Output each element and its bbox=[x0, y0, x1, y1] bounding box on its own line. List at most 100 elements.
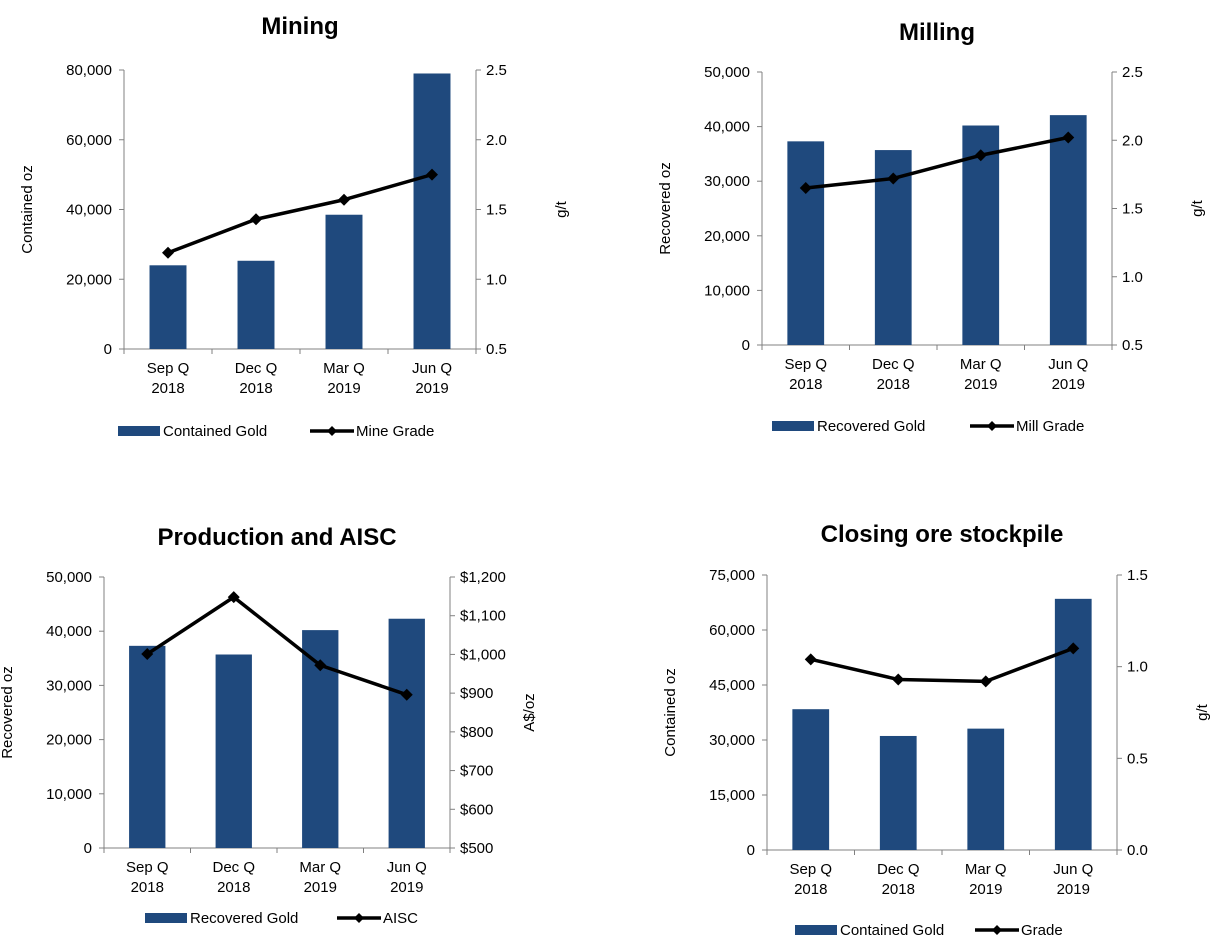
data-point bbox=[799, 182, 812, 195]
legend-label: Contained Gold bbox=[163, 423, 267, 440]
right-tick-label: $1,200 bbox=[460, 569, 506, 586]
bar bbox=[388, 618, 425, 848]
chart-title: Mining bbox=[261, 13, 338, 40]
mill-grade-line bbox=[799, 131, 1075, 195]
legend-swatch-bar bbox=[795, 925, 837, 935]
x-tick-label: Sep Q 2018 bbox=[147, 360, 190, 397]
right-tick-label: 0.0 bbox=[1127, 842, 1148, 859]
left-tick-label: 0 bbox=[84, 840, 92, 857]
bar bbox=[962, 125, 1000, 346]
bar bbox=[792, 709, 830, 850]
legend-label: Grade bbox=[1021, 922, 1063, 939]
legend-swatch-bar bbox=[145, 913, 187, 923]
right-tick-label: 1.0 bbox=[486, 271, 507, 288]
bar bbox=[325, 214, 363, 349]
left-tick-label: 50,000 bbox=[46, 569, 92, 586]
bar bbox=[413, 73, 451, 350]
left-tick-label: 40,000 bbox=[704, 119, 750, 136]
legend: Recovered Gold Mill Grade bbox=[772, 418, 1084, 435]
recovered-gold-bars bbox=[129, 618, 425, 848]
bar bbox=[149, 265, 187, 349]
mining-chart: Mining 0 20,000 40,000 60,000 80,000 0.5 1.0 1.5… bbox=[19, 13, 570, 440]
y2-axis-label: g/t bbox=[1189, 199, 1206, 217]
mine-grade-line bbox=[162, 168, 438, 259]
right-tick-label: 2.0 bbox=[486, 132, 507, 149]
data-point bbox=[887, 172, 900, 185]
production-aisc-chart: Production and AISC 0 10,000 20,000 30,000 40… bbox=[0, 524, 538, 927]
left-tick-label: 60,000 bbox=[66, 132, 112, 149]
legend: Contained Gold Mine Grade bbox=[118, 423, 434, 440]
left-tick-label: 40,000 bbox=[46, 623, 92, 640]
right-tick-label: $700 bbox=[460, 763, 493, 780]
data-point bbox=[314, 659, 327, 672]
bar bbox=[237, 260, 275, 349]
x-tick-label: Dec Q 2018 bbox=[877, 861, 920, 898]
legend-label: Recovered Gold bbox=[190, 910, 298, 927]
right-tick-label: $900 bbox=[460, 685, 493, 702]
y-axis-label: Recovered oz bbox=[0, 666, 16, 759]
legend-swatch-marker bbox=[327, 426, 337, 436]
legend-swatch-marker bbox=[992, 925, 1002, 935]
legend-label: Recovered Gold bbox=[817, 418, 925, 435]
right-tick-label: 0.5 bbox=[1127, 750, 1148, 767]
legend-swatch-marker bbox=[987, 421, 997, 431]
legend-label: Contained Gold bbox=[840, 922, 944, 939]
chart-title: Production and AISC bbox=[157, 524, 396, 551]
series-line bbox=[146, 595, 408, 697]
right-tick-label: 2.5 bbox=[1122, 64, 1143, 81]
series-line bbox=[167, 172, 433, 255]
left-tick-label: 80,000 bbox=[66, 62, 112, 79]
right-tick-label: 1.5 bbox=[1127, 567, 1148, 584]
y-axis-label: Contained oz bbox=[19, 165, 36, 253]
y-axis-label: Contained oz bbox=[662, 668, 679, 756]
recovered-gold-bars bbox=[787, 115, 1087, 346]
left-tick-label: 15,000 bbox=[709, 787, 755, 804]
closing-stockpile-chart: Closing ore stockpile 0 15,000 30,000 45,000… bbox=[662, 521, 1210, 939]
x-tick-label: Mar Q 2019 bbox=[323, 360, 365, 397]
data-point bbox=[141, 648, 154, 661]
right-tick-label: 0.5 bbox=[1122, 337, 1143, 354]
right-tick-label: 2.5 bbox=[486, 62, 507, 79]
left-tick-label: 10,000 bbox=[46, 786, 92, 803]
legend-swatch-bar bbox=[772, 421, 814, 431]
chart-title: Milling bbox=[899, 19, 975, 46]
x-tick-label: Dec Q 2018 bbox=[872, 356, 915, 393]
left-tick-label: 75,000 bbox=[709, 567, 755, 584]
y-axis-label: Recovered oz bbox=[657, 162, 674, 255]
left-tick-label: 0 bbox=[747, 842, 755, 859]
left-tick-label: 0 bbox=[104, 341, 112, 358]
axes: 0 15,000 30,000 45,000 60,000 75,000 0.0 0.5 1.0… bbox=[709, 567, 1148, 898]
right-tick-label: 1.0 bbox=[1127, 659, 1148, 676]
bar bbox=[879, 735, 917, 850]
left-tick-label: 40,000 bbox=[66, 202, 112, 219]
x-tick-label: Mar Q 2019 bbox=[299, 859, 341, 896]
bar bbox=[129, 645, 166, 848]
left-tick-label: 30,000 bbox=[704, 173, 750, 190]
left-tick-label: 50,000 bbox=[704, 64, 750, 81]
right-tick-label: 1.0 bbox=[1122, 269, 1143, 286]
right-tick-label: 0.5 bbox=[486, 341, 507, 358]
bar bbox=[787, 141, 825, 345]
aisc-line bbox=[141, 591, 413, 701]
bar bbox=[967, 728, 1005, 850]
data-point bbox=[974, 149, 987, 162]
right-tick-label: 2.0 bbox=[1122, 132, 1143, 149]
right-tick-label: $500 bbox=[460, 840, 493, 857]
axes: 0 10,000 20,000 30,000 40,000 50,000 0.5 1.0 1.5… bbox=[704, 64, 1143, 393]
left-tick-label: 10,000 bbox=[704, 282, 750, 299]
left-tick-label: 60,000 bbox=[709, 622, 755, 639]
left-tick-label: 45,000 bbox=[709, 677, 755, 694]
legend-label: Mill Grade bbox=[1016, 418, 1084, 435]
y2-axis-label: g/t bbox=[553, 200, 570, 218]
data-point bbox=[162, 246, 174, 259]
legend: Contained Gold Grade bbox=[795, 922, 1063, 939]
left-tick-label: 30,000 bbox=[709, 732, 755, 749]
legend-swatch-bar bbox=[118, 426, 160, 436]
left-tick-label: 20,000 bbox=[704, 228, 750, 245]
x-tick-label: Sep Q 2018 bbox=[789, 861, 832, 898]
axes: 0 20,000 40,000 60,000 80,000 0.5 1.0 1.5 2.0 2.5… bbox=[66, 62, 507, 397]
grade-line bbox=[804, 642, 1080, 688]
data-point bbox=[804, 653, 817, 666]
bar bbox=[1054, 598, 1092, 850]
